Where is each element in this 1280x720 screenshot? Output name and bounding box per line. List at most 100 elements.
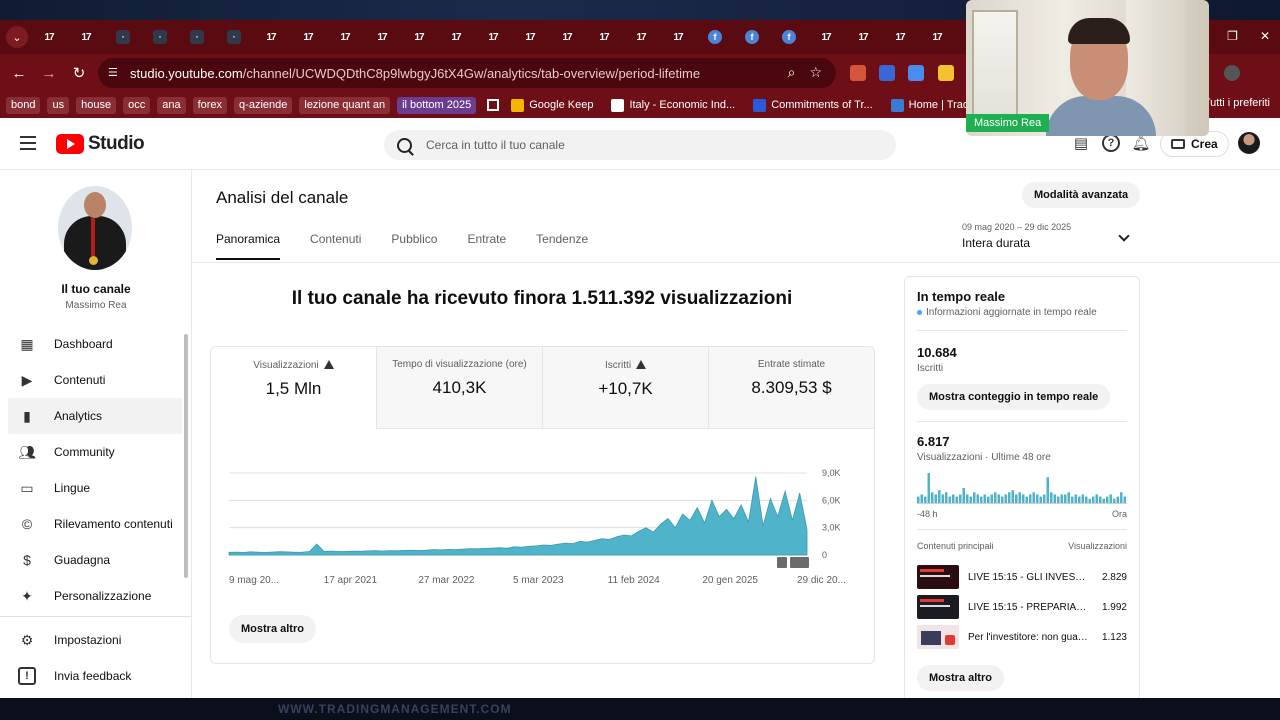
bookmark-link[interactable]: Italy - Economic Ind... [609, 97, 737, 114]
bookmark-link[interactable]: Commitments of Tr... [751, 97, 874, 114]
realtime-bar[interactable] [1036, 494, 1039, 503]
site-info-icon[interactable]: ☰ [108, 67, 118, 79]
reload-button[interactable]: ↻ [72, 65, 86, 82]
realtime-bar[interactable] [1071, 496, 1074, 503]
warning-icon[interactable] [636, 360, 647, 369]
sidebar-item-contenuti[interactable]: ▶ Contenuti [8, 362, 182, 398]
realtime-bar[interactable] [994, 492, 997, 503]
sidebar-item-invia-feedback[interactable]: ! Invia feedback [8, 658, 182, 694]
realtime-bar[interactable] [959, 494, 962, 503]
sidebar-scrollbar[interactable] [184, 334, 188, 578]
notifications-bell-icon[interactable]: 🔔︎ [1131, 135, 1151, 152]
realtime-bar[interactable] [1064, 494, 1067, 503]
realtime-bar[interactable] [1032, 492, 1036, 503]
realtime-bar[interactable] [969, 496, 973, 503]
sidebar-item-dashboard[interactable]: ▦ Dashboard [8, 326, 182, 362]
browser-tab[interactable]: 17 [625, 24, 657, 50]
bookmark-link[interactable]: Google Keep [509, 97, 595, 114]
browser-tab[interactable]: f [699, 24, 731, 50]
tab-search-button[interactable]: ⌄ [6, 26, 28, 48]
all-bookmarks-link[interactable]: Tutti i preferiti [1203, 97, 1270, 109]
tab-pubblico[interactable]: Pubblico [391, 232, 438, 246]
realtime-bar[interactable] [1011, 490, 1015, 503]
restore-window-icon[interactable]: ❐ [1227, 29, 1238, 43]
metric-card[interactable]: Entrate stimate 8.309,53 $ [709, 347, 874, 429]
realtime-bar[interactable] [1078, 496, 1081, 503]
bookmark-folder[interactable]: ana [157, 96, 186, 114]
realtime-bar[interactable] [938, 490, 941, 503]
sidebar-item-lingue[interactable]: ▭ Lingue [8, 470, 182, 506]
search-input[interactable]: Cerca in tutto il tuo canale [426, 138, 565, 152]
realtime-bar[interactable] [934, 494, 938, 503]
realtime-bar-chart[interactable] [917, 469, 1127, 505]
views-chart[interactable]: 0 3,0K 6,0K 9,0K 9 mag 20... 17 apr 2021 27 ma… [227, 459, 847, 599]
realtime-bar[interactable] [1053, 494, 1057, 503]
realtime-bar[interactable] [1043, 494, 1046, 503]
video-upload-marker[interactable] [799, 557, 809, 568]
browser-tab[interactable]: ▪ [181, 24, 213, 50]
realtime-bar[interactable] [976, 494, 980, 503]
browser-tab[interactable]: f [736, 24, 768, 50]
realtime-bar[interactable] [1067, 492, 1071, 503]
realtime-bar[interactable] [1123, 496, 1127, 503]
metric-card[interactable]: Visualizzazioni 1,5 Mln [211, 347, 377, 429]
metric-card[interactable]: Iscritti +10,7K [543, 347, 709, 429]
realtime-bar[interactable] [1113, 498, 1116, 503]
realtime-bar[interactable] [948, 496, 952, 503]
realtime-bar[interactable] [1099, 496, 1102, 503]
top-content-row[interactable]: LIVE 15:15 - GLI INVESTI... 2.829 [917, 565, 1127, 589]
comments-icon[interactable]: ▤ [1073, 135, 1089, 152]
realtime-bar[interactable] [1001, 496, 1004, 503]
account-avatar[interactable] [1238, 132, 1260, 154]
browser-tab[interactable]: 17 [588, 24, 620, 50]
bookmark-folder[interactable]: occ [123, 96, 151, 114]
realtime-bar[interactable] [1106, 496, 1109, 503]
sidebar-item-impostazioni[interactable]: ⚙ Impostazioni [8, 622, 182, 658]
profile-icon[interactable] [1224, 65, 1240, 81]
realtime-bar[interactable] [983, 494, 987, 503]
browser-tab[interactable]: 17 [329, 24, 361, 50]
realtime-bar[interactable] [1018, 492, 1022, 503]
browser-tab[interactable]: 17 [514, 24, 546, 50]
realtime-bar[interactable] [1057, 496, 1060, 503]
sidebar-item-personalizzazione[interactable]: ✦ Personalizzazione [8, 578, 182, 614]
realtime-bar[interactable] [941, 494, 945, 503]
realtime-bar[interactable] [917, 496, 920, 503]
realtime-bar[interactable] [1022, 494, 1025, 503]
browser-tab[interactable]: 17 [403, 24, 435, 50]
browser-tab[interactable]: 17 [477, 24, 509, 50]
realtime-bar[interactable] [1015, 494, 1018, 503]
realtime-bar[interactable] [1088, 498, 1092, 503]
realtime-bar[interactable] [1116, 496, 1120, 503]
show-realtime-count-button[interactable]: Mostra conteggio in tempo reale [917, 384, 1111, 410]
realtime-bar[interactable] [1102, 498, 1106, 503]
realtime-bar[interactable] [966, 494, 969, 503]
realtime-bar[interactable] [952, 494, 955, 503]
tab-tendenze[interactable]: Tendenze [536, 232, 589, 246]
sidebar-item-guadagna[interactable]: $ Guadagna [8, 542, 182, 578]
close-window-icon[interactable]: ✕ [1259, 29, 1270, 43]
back-button[interactable]: ← [11, 64, 27, 82]
video-upload-marker[interactable] [777, 557, 787, 568]
browser-tab[interactable]: 17 [921, 24, 953, 50]
top-content-row[interactable]: Per l'investitore: non guar... 1.123 [917, 625, 1127, 649]
realtime-bar[interactable] [927, 473, 931, 503]
top-content-row[interactable]: LIVE 15:15 - PREPARIAM... 1.992 [917, 595, 1127, 619]
apps-grid-icon[interactable] [487, 99, 500, 111]
browser-tab[interactable]: 17 [551, 24, 583, 50]
channel-avatar[interactable] [58, 186, 132, 270]
browser-tab[interactable]: ▪ [144, 24, 176, 50]
realtime-bar[interactable] [955, 496, 959, 503]
search-bar[interactable]: Cerca in tutto il tuo canale [384, 130, 896, 160]
browser-tab[interactable]: 17 [884, 24, 916, 50]
views-series-area[interactable] [228, 476, 808, 556]
bookmark-folder[interactable]: lezione quant an [299, 96, 391, 114]
browser-tab[interactable]: 17 [255, 24, 287, 50]
warning-icon[interactable] [323, 360, 334, 369]
realtime-bar[interactable] [1074, 494, 1078, 503]
browser-tab[interactable]: ▪ [107, 24, 139, 50]
tab-entrate[interactable]: Entrate [467, 232, 507, 246]
browser-tab[interactable]: 17 [810, 24, 842, 50]
browser-tab[interactable]: 17 [366, 24, 398, 50]
browser-tab[interactable]: f [773, 24, 805, 50]
